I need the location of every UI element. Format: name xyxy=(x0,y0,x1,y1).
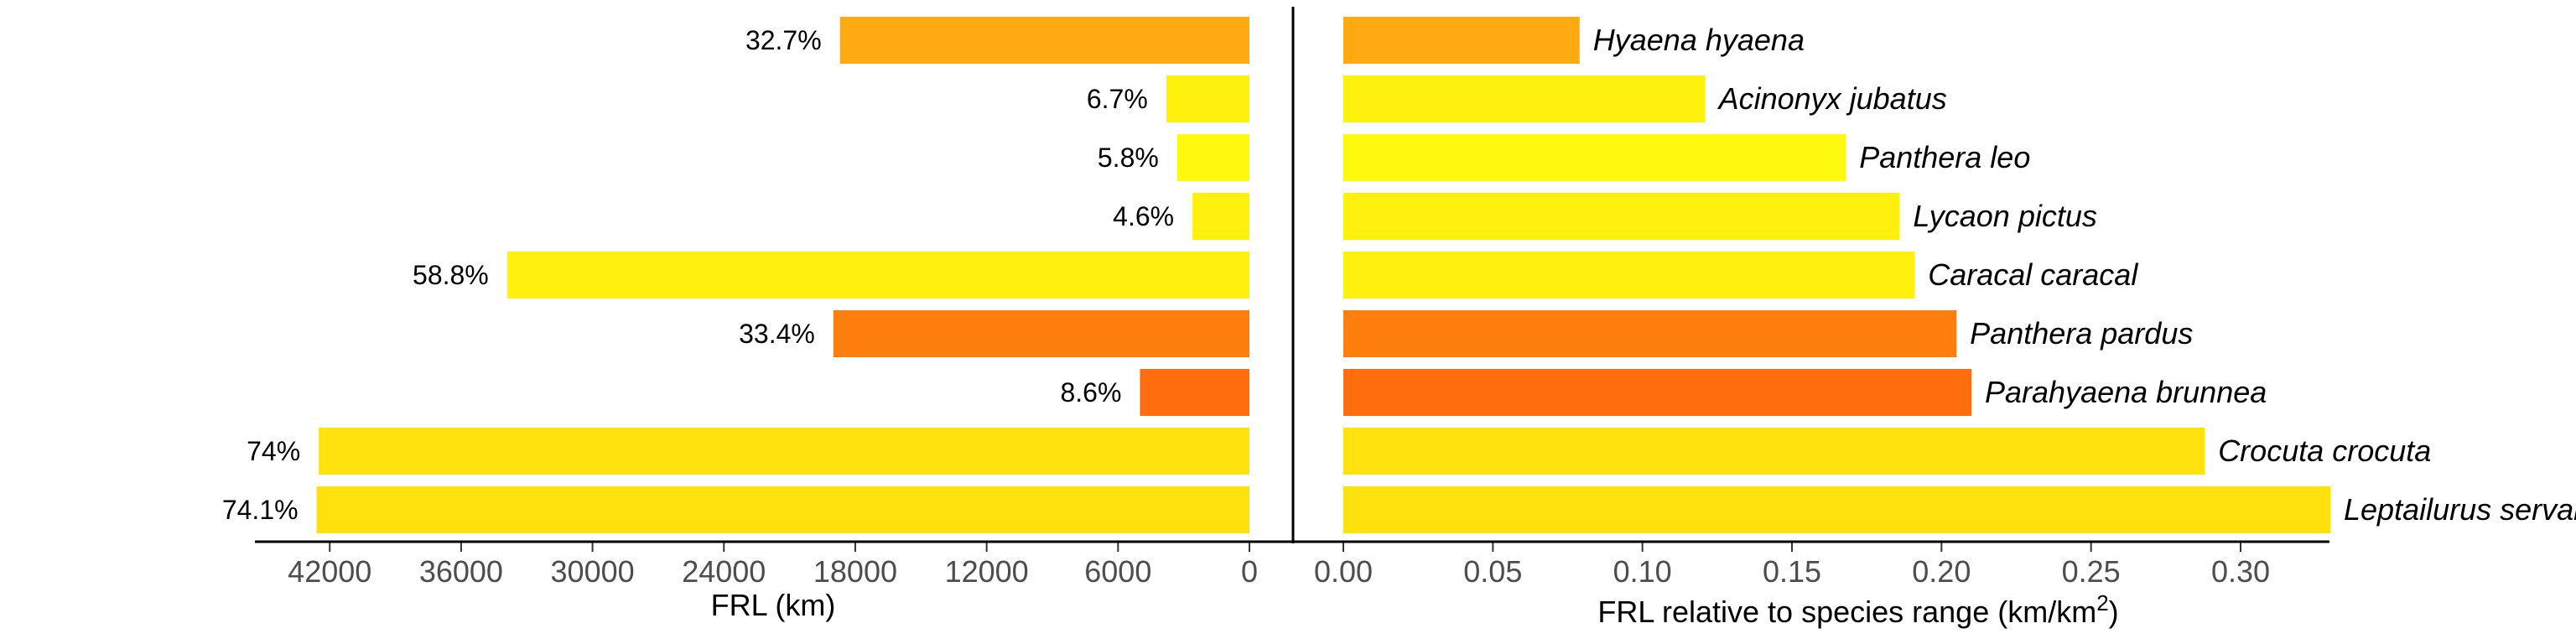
right-x-axis-title-main: FRL relative to species range ( xyxy=(1597,595,2007,629)
left-bar-crocuta-crocuta xyxy=(319,428,1249,475)
left-tick-label: 24000 xyxy=(682,554,766,589)
species-label-caracal-caracal: Caracal caracal xyxy=(1928,257,2138,292)
left-bar-label-panthera-leo: 5.8% xyxy=(1098,143,1159,173)
species-label-lycaon-pictus: Lycaon pictus xyxy=(1913,199,2096,233)
right-tick-label: 0.05 xyxy=(1463,554,1522,589)
right-tick-label: 0.10 xyxy=(1613,554,1672,589)
species-label-leptailurus-serval: Leptailurus serval xyxy=(2344,492,2576,527)
left-tick-label: 30000 xyxy=(551,554,635,589)
left-tick-label: 12000 xyxy=(945,554,1029,589)
left-bar-label-crocuta-crocuta: 74% xyxy=(247,436,300,466)
right-bar-crocuta-crocuta xyxy=(1343,428,2205,475)
right-bar-hyaena-hyaena xyxy=(1343,17,1580,64)
right-bar-acinonyx-jubatus xyxy=(1343,75,1706,122)
left-bar-label-leptailurus-serval: 74.1% xyxy=(222,495,299,525)
right-bar-parahyaena-brunnea xyxy=(1343,369,1971,416)
right-tick-label: 0.00 xyxy=(1314,554,1373,589)
left-bar-label-caracal-caracal: 58.8% xyxy=(413,260,489,290)
right-bar-lycaon-pictus xyxy=(1343,193,1900,240)
right-bar-caracal-caracal xyxy=(1343,252,1915,299)
right-x-axis-title-unit: km/km xyxy=(2007,595,2096,629)
right-tick-label: 0.20 xyxy=(1912,554,1971,589)
left-bar-acinonyx-jubatus xyxy=(1166,75,1249,122)
right-bar-panthera-pardus xyxy=(1343,310,1957,357)
right-tick-label: 0.30 xyxy=(2211,554,2270,589)
species-label-panthera-pardus: Panthera pardus xyxy=(1970,316,2193,351)
left-tick-label: 36000 xyxy=(419,554,503,589)
left-panel-frl-km: 32.7% 6.7% 5.8% 4.6% 58.8% 33.4% 8.6% 74% 74.1% 4… xyxy=(222,17,1258,589)
left-bar-label-hyaena-hyaena: 32.7% xyxy=(745,25,822,55)
left-bar-caracal-caracal xyxy=(506,252,1249,299)
right-tick-label: 0.15 xyxy=(1763,554,1821,589)
right-x-axis-title-close: ) xyxy=(2109,595,2119,629)
left-bar-label-acinonyx-jubatus: 6.7% xyxy=(1087,84,1148,114)
left-tick-label: 42000 xyxy=(288,554,371,589)
left-bar-hyaena-hyaena xyxy=(839,17,1249,64)
left-bar-label-parahyaena-brunnea: 8.6% xyxy=(1060,377,1121,408)
left-bar-panthera-pardus xyxy=(833,310,1249,357)
left-bar-label-lycaon-pictus: 4.6% xyxy=(1113,201,1174,231)
right-bar-leptailurus-serval xyxy=(1343,486,2330,533)
species-label-parahyaena-brunnea: Parahyaena brunnea xyxy=(1985,375,2267,409)
left-tick-label: 18000 xyxy=(813,554,897,589)
left-bar-label-panthera-pardus: 33.4% xyxy=(739,319,815,349)
left-x-axis-title: FRL (km) xyxy=(711,588,836,622)
species-label-panthera-leo: Panthera leo xyxy=(1859,140,2030,174)
left-tick-label: 6000 xyxy=(1084,554,1151,589)
species-label-hyaena-hyaena: Hyaena hyaena xyxy=(1593,23,1805,57)
right-bar-panthera-leo xyxy=(1343,134,1846,181)
left-bar-leptailurus-serval xyxy=(316,486,1249,533)
right-x-axis-title-superscript: 2 xyxy=(2096,590,2108,615)
right-tick-label: 0.25 xyxy=(2062,554,2121,589)
left-bar-panthera-leo xyxy=(1176,134,1249,181)
species-label-crocuta-crocuta: Crocuta crocuta xyxy=(2218,434,2431,468)
right-panel-frl-relative: Hyaena hyaena Acinonyx jubatus Panthera le… xyxy=(1314,17,2576,589)
right-x-axis-title: FRL relative to species range (km/km2) xyxy=(1597,590,2118,629)
left-bar-lycaon-pictus xyxy=(1192,193,1249,240)
species-label-acinonyx-jubatus: Acinonyx jubatus xyxy=(1717,81,1947,116)
left-tick-label: 0 xyxy=(1241,554,1258,589)
left-bar-parahyaena-brunnea xyxy=(1140,369,1249,416)
